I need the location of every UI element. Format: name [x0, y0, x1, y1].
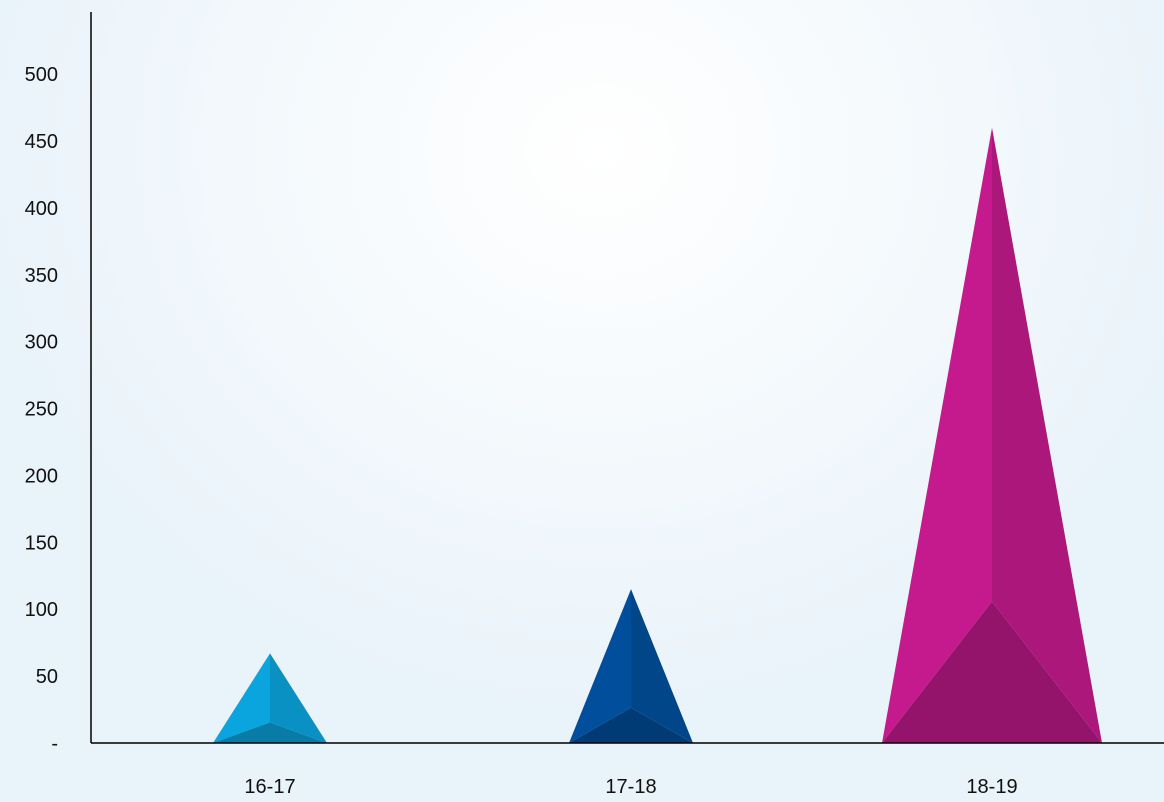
pyramid-left-face	[213, 653, 270, 743]
pyramid-left-face	[882, 127, 992, 743]
y-tick-label: -	[51, 733, 58, 755]
pyramid-right-face	[270, 653, 327, 743]
y-tick-label: 300	[25, 332, 58, 354]
y-tick-label: 450	[25, 131, 58, 153]
y-tick-label: 250	[25, 399, 58, 421]
x-tick-labels: 16-17 17-18 18-19	[244, 776, 1017, 798]
y-tick-label: 350	[25, 265, 58, 287]
pyramid-right-face	[992, 127, 1102, 743]
pyramid-bars	[213, 127, 1102, 743]
y-tick-label: 200	[25, 465, 58, 487]
y-tick-label: 400	[25, 198, 58, 220]
y-axis: - 50 100 150 200 250 300 350 400 450 500	[25, 12, 92, 755]
pyramid-bottom-face	[882, 601, 1102, 743]
pyramid-bottom-face	[569, 707, 693, 743]
x-tick-label: 16-17	[244, 776, 295, 798]
x-axis: 16-17 17-18 18-19	[91, 742, 1164, 798]
y-tick-label: 100	[25, 599, 58, 621]
x-tick-label: 17-18	[605, 776, 656, 798]
y-tick-label: 150	[25, 532, 58, 554]
pyramid-bar-18-19	[882, 127, 1102, 743]
x-tick-label: 18-19	[966, 776, 1017, 798]
pyramid-bar-17-18	[569, 589, 693, 743]
pyramid-bottom-face	[213, 722, 327, 743]
pyramid-bar-16-17	[213, 653, 327, 743]
y-tick-label: 50	[36, 666, 58, 688]
pyramid-left-face	[569, 589, 631, 743]
y-tick-labels: - 50 100 150 200 250 300 350 400 450 500	[25, 64, 58, 755]
pyramid-right-face	[631, 589, 693, 743]
y-tick-label: 500	[25, 64, 58, 86]
